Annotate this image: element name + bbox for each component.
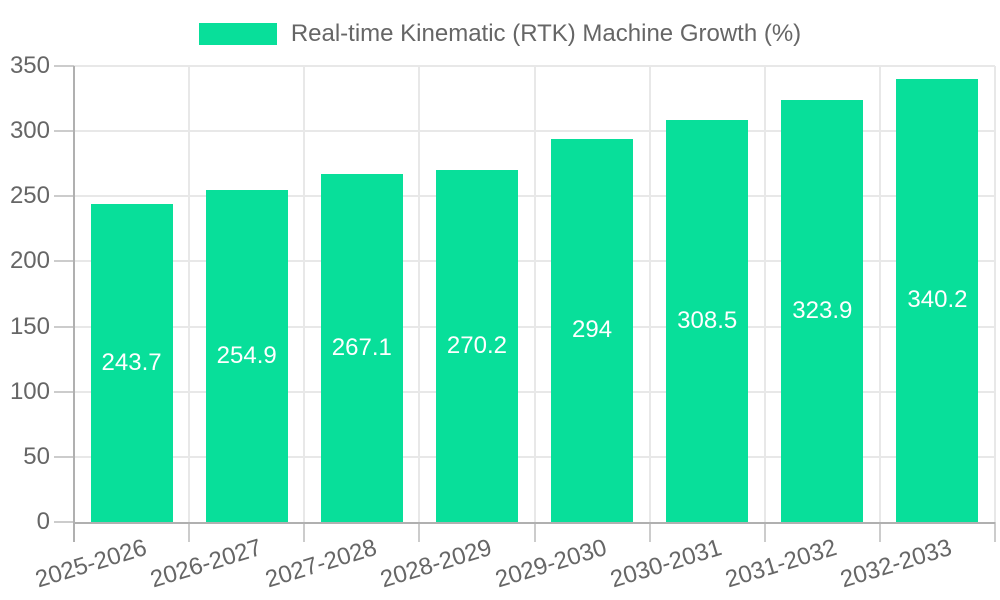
y-tick-label: 0 [36, 508, 50, 535]
gridline-vertical [533, 66, 536, 522]
bar-value-label: 243.7 [101, 349, 162, 377]
y-tick-mark [54, 390, 74, 393]
bar-2029-2030[interactable]: 294 [551, 138, 634, 522]
gridline-vertical [648, 66, 651, 522]
y-tick-label: 300 [9, 117, 50, 145]
x-tick-mark [763, 522, 766, 542]
bar-2032-2033[interactable]: 340.2 [896, 78, 979, 522]
gridline-vertical [878, 66, 881, 522]
x-tick-mark [418, 522, 421, 542]
x-tick-mark [533, 522, 536, 542]
y-tick-mark [54, 195, 74, 198]
x-tick-mark [303, 522, 306, 542]
bar-2031-2032[interactable]: 323.9 [781, 100, 864, 522]
bar-2028-2029[interactable]: 270.2 [435, 169, 518, 522]
chart-legend[interactable]: Real-time Kinematic (RTK) Machine Growth… [0, 20, 1000, 48]
bar-2030-2031[interactable]: 308.5 [666, 120, 749, 522]
bar-value-label: 340.2 [907, 286, 968, 314]
gridline-vertical [418, 66, 421, 522]
y-tick-mark [54, 65, 74, 67]
gridline-vertical [188, 66, 191, 522]
gridline-vertical [763, 66, 766, 522]
bar-2025-2026[interactable]: 243.7 [90, 204, 173, 522]
x-tick-mark [188, 522, 191, 542]
x-tick-mark [648, 522, 651, 542]
legend-label: Real-time Kinematic (RTK) Machine Growth… [290, 20, 802, 47]
gridline-vertical [994, 66, 996, 522]
y-tick-label: 200 [9, 247, 50, 275]
x-tick-mark [994, 522, 996, 542]
y-tick-label: 100 [9, 377, 50, 405]
y-tick-mark [54, 455, 74, 458]
bar-2026-2027[interactable]: 254.9 [205, 189, 288, 522]
bar-2027-2028[interactable]: 267.1 [320, 174, 403, 522]
y-tick-label: 50 [23, 442, 50, 470]
y-tick-mark [54, 521, 74, 523]
legend-swatch [198, 23, 277, 45]
y-tick-label: 350 [9, 52, 50, 79]
bar-value-label: 254.9 [216, 341, 277, 369]
bar-value-label: 294 [572, 316, 613, 344]
bar-value-label: 323.9 [792, 296, 853, 324]
x-axis-line [74, 522, 995, 524]
gridline-vertical [303, 66, 306, 522]
y-axis-line [73, 66, 75, 542]
x-tick-mark [878, 522, 881, 542]
y-tick-mark [54, 260, 74, 263]
y-tick-label: 150 [9, 312, 50, 340]
bar-value-label: 308.5 [677, 307, 738, 335]
bar-value-label: 267.1 [331, 333, 392, 361]
y-tick-mark [54, 130, 74, 133]
y-tick-mark [54, 325, 74, 328]
y-tick-label: 250 [9, 182, 50, 210]
bar-value-label: 270.2 [446, 331, 507, 359]
